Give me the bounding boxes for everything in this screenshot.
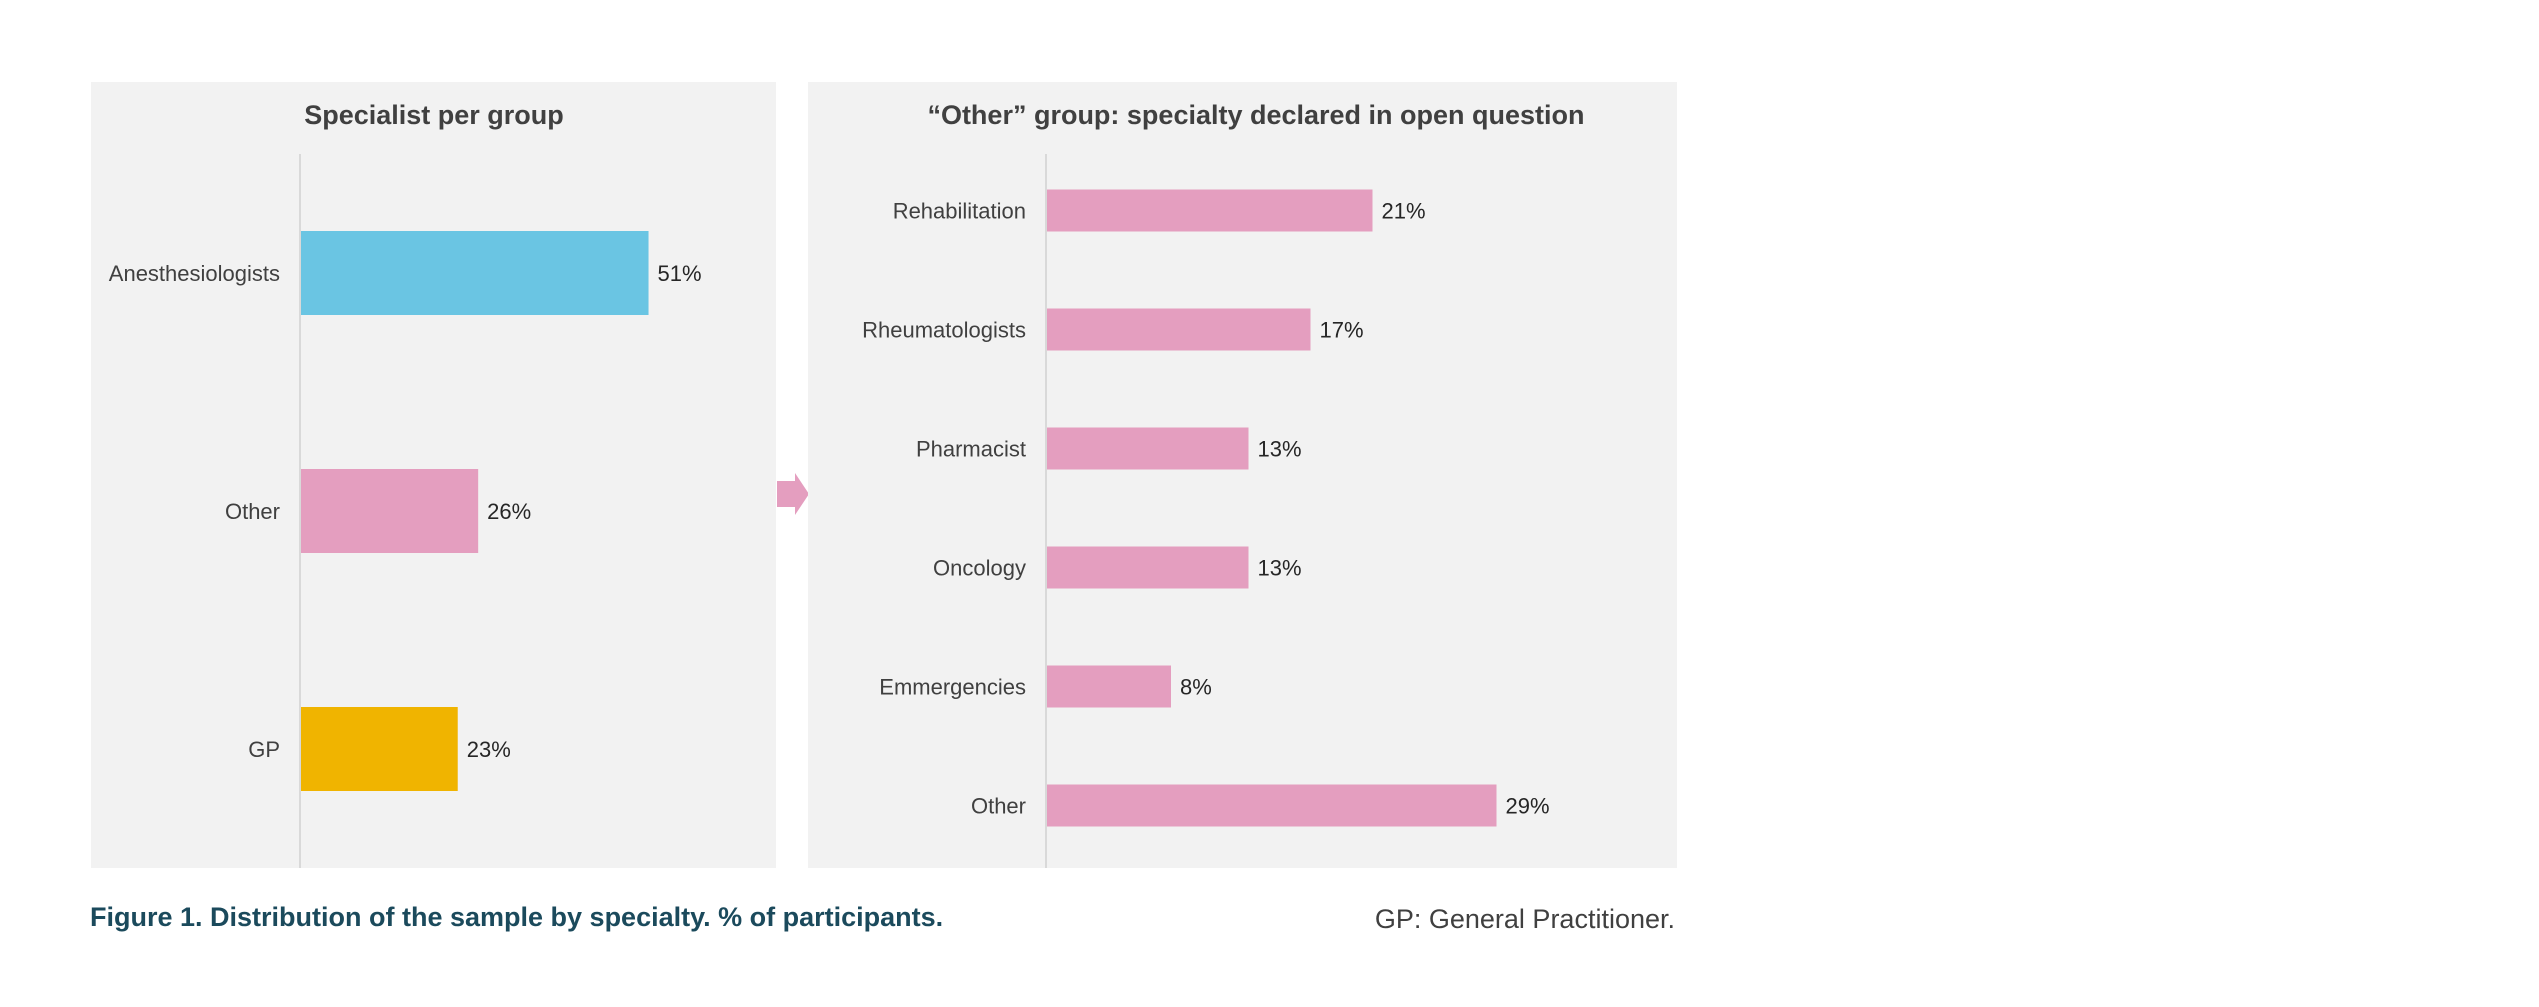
chart-0-bar-gp [301,707,458,791]
chart-1-title: “Other” group: specialty declared in ope… [927,100,1584,130]
chart-1-data-label-emmergencies: 8% [1180,675,1212,700]
chart-1-data-label-other: 29% [1506,794,1550,819]
other-group-specialty-svg: “Other” group: specialty declared in ope… [862,100,1585,868]
chart-1-category-label-rheumatologists: Rheumatologists [862,318,1026,343]
chart-0-category-label-anesthesiologists: Anesthesiologists [109,261,280,286]
specialist-per-group-svg: Specialist per group Anesthesiologists 51%… [109,100,702,868]
chart-0-data-label-gp: 23% [467,737,511,762]
chart-1-data-label-rheumatologists: 17% [1320,318,1364,343]
arrow-right-icon [777,473,809,515]
chart-0-data-label-anesthesiologists: 51% [658,261,702,286]
chart-1-bar-rheumatologists [1047,308,1311,351]
figure-note: GP: General Practitioner. [1374,904,1675,934]
other-group-specialty-chart: “Other” group: specialty declared in ope… [808,82,1677,868]
chart-0-bar-other [301,469,479,553]
chart-1-bar-other [1047,784,1497,827]
figure-caption: Figure 1. Distribution of the sample by … [90,902,944,932]
chart-0-data-label-other: 26% [487,499,531,524]
chart-0-title: Specialist per group [304,100,564,130]
chart-1-data-label-oncology: 13% [1258,556,1302,581]
chart-0-bar-anesthesiologists [301,231,649,315]
chart-1-category-label-rehabilitation: Rehabilitation [893,199,1026,224]
chart-1-category-label-oncology: Oncology [933,556,1026,581]
chart-1-bar-rehabilitation [1047,189,1373,232]
chart-0-category-label-gp: GP [248,737,280,762]
chart-1-category-label-pharmacist: Pharmacist [916,437,1026,462]
chart-1-bar-emmergencies [1047,665,1171,708]
chart-1-data-label-pharmacist: 13% [1258,437,1302,462]
chart-1-category-label-other: Other [971,794,1026,819]
chart-1-category-label-emmergencies: Emmergencies [879,675,1026,700]
chart-1-bar-pharmacist [1047,427,1249,470]
specialist-per-group-chart: Specialist per group Anesthesiologists 51%… [91,82,776,868]
chart-0-category-label-other: Other [225,499,280,524]
chart-1-data-label-rehabilitation: 21% [1382,199,1426,224]
chart-1-bar-oncology [1047,546,1249,589]
